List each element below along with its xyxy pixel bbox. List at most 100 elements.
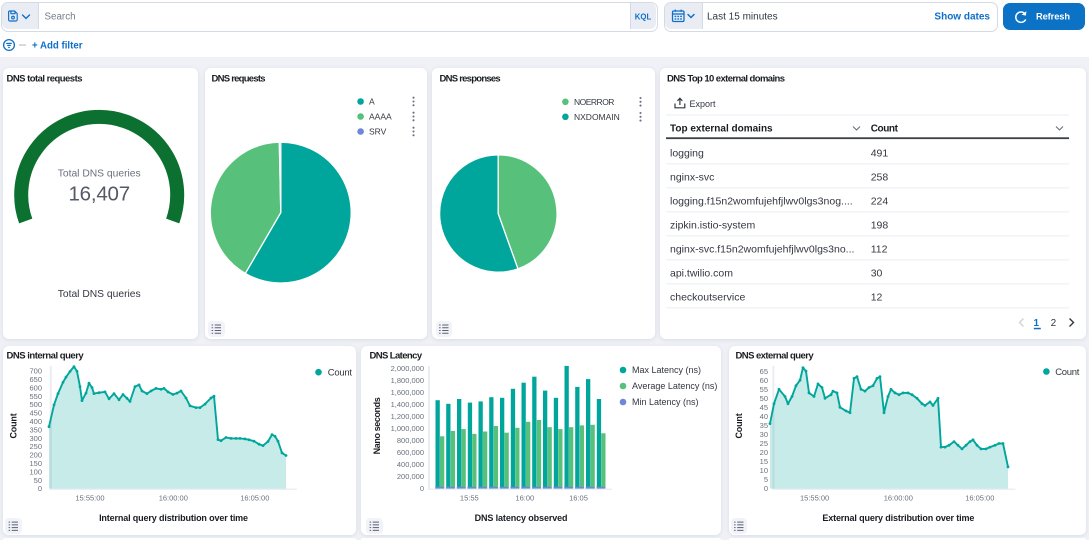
svg-text:nginx-svc: nginx-svc (670, 172, 714, 184)
svg-text:198: 198 (871, 220, 889, 232)
svg-text:300: 300 (29, 434, 42, 443)
svg-text:40: 40 (760, 412, 768, 421)
svg-text:500: 500 (29, 400, 42, 409)
svg-text:Count: Count (9, 413, 19, 438)
svg-text:16:05:00: 16:05:00 (965, 494, 994, 503)
svg-text:Total DNS queries: Total DNS queries (58, 289, 141, 300)
svg-text:15:55:00: 15:55:00 (800, 494, 829, 503)
svg-text:491: 491 (871, 148, 889, 160)
svg-text:+ Add filter: + Add filter (32, 40, 83, 51)
svg-text:10: 10 (760, 466, 768, 475)
svg-text:350: 350 (29, 425, 42, 434)
svg-text:1,200,000: 1,200,000 (391, 412, 424, 421)
svg-text:550: 550 (29, 392, 42, 401)
svg-text:Total DNS queries: Total DNS queries (58, 169, 141, 180)
svg-text:DNS requests: DNS requests (212, 74, 266, 85)
svg-text:50: 50 (760, 394, 768, 403)
svg-text:16:00: 16:00 (515, 494, 534, 503)
svg-text:DNS responses: DNS responses (440, 74, 501, 85)
svg-text:External query distribution ov: External query distribution over time (822, 513, 974, 523)
svg-text:700: 700 (29, 367, 42, 376)
svg-text:258: 258 (871, 172, 889, 184)
svg-text:30: 30 (871, 268, 883, 280)
svg-text:logging: logging (670, 148, 704, 160)
svg-text:nginx-svc.f15n2womfujehfjlwv0l: nginx-svc.f15n2womfujehfjlwv0lgs3no... (670, 244, 854, 256)
svg-text:30: 30 (760, 430, 768, 439)
svg-text:NOERROR: NOERROR (574, 97, 614, 107)
svg-text:Export: Export (690, 99, 717, 109)
svg-text:400: 400 (29, 417, 42, 426)
svg-text:Count: Count (871, 123, 899, 134)
svg-text:DNS Top 10 external domains: DNS Top 10 external domains (667, 74, 785, 85)
svg-text:1: 1 (1034, 318, 1040, 329)
svg-text:DNS internal query: DNS internal query (7, 350, 85, 361)
svg-text:A: A (369, 97, 375, 107)
svg-text:AAAA: AAAA (369, 112, 392, 122)
svg-text:15:55: 15:55 (460, 494, 479, 503)
svg-text:16:05: 16:05 (569, 494, 588, 503)
svg-text:DNS Latency: DNS Latency (370, 350, 423, 361)
svg-text:Show dates: Show dates (934, 11, 990, 22)
svg-text:KQL: KQL (635, 12, 652, 21)
svg-text:1,600,000: 1,600,000 (391, 388, 424, 397)
svg-text:15:55:00: 15:55:00 (75, 494, 104, 503)
svg-text:100: 100 (29, 467, 42, 476)
svg-text:Count: Count (734, 413, 744, 438)
svg-text:400,000: 400,000 (397, 460, 424, 469)
svg-text:55: 55 (760, 385, 768, 394)
svg-text:200,000: 200,000 (397, 472, 424, 481)
svg-text:5: 5 (764, 475, 768, 484)
svg-text:Count: Count (1055, 367, 1080, 378)
svg-text:35: 35 (760, 421, 768, 430)
svg-text:NXDOMAIN: NXDOMAIN (574, 112, 620, 122)
svg-text:25: 25 (760, 439, 768, 448)
svg-text:Max Latency (ns): Max Latency (ns) (632, 365, 701, 375)
svg-text:DNS latency observed: DNS latency observed (475, 513, 568, 523)
svg-text:112: 112 (871, 244, 888, 256)
svg-text:200: 200 (29, 451, 42, 460)
svg-text:800,000: 800,000 (397, 436, 424, 445)
svg-text:2: 2 (1051, 318, 1057, 329)
svg-text:Search: Search (45, 11, 76, 22)
svg-text:1,000,000: 1,000,000 (391, 424, 424, 433)
svg-text:0: 0 (38, 484, 42, 493)
svg-text:Internal query distribution ov: Internal query distribution over time (99, 513, 248, 523)
svg-text:16:00:00: 16:00:00 (159, 494, 188, 503)
svg-text:12: 12 (871, 292, 883, 304)
svg-text:DNS total requests: DNS total requests (7, 74, 83, 85)
svg-text:SRV: SRV (369, 127, 387, 137)
svg-text:checkoutservice: checkoutservice (670, 292, 745, 304)
svg-text:0: 0 (420, 484, 424, 493)
svg-text:api.twilio.com: api.twilio.com (670, 268, 733, 280)
svg-text:50: 50 (34, 476, 42, 485)
svg-text:Nano seconds: Nano seconds (372, 397, 382, 454)
svg-text:Average Latency (ns): Average Latency (ns) (632, 381, 717, 391)
svg-text:Last 15 minutes: Last 15 minutes (707, 11, 778, 22)
svg-text:Min Latency (ns): Min Latency (ns) (632, 397, 699, 407)
svg-text:Count: Count (328, 368, 353, 379)
svg-text:450: 450 (29, 409, 42, 418)
svg-text:20: 20 (760, 448, 768, 457)
svg-text:Refresh: Refresh (1036, 12, 1070, 22)
svg-text:16:00:00: 16:00:00 (884, 494, 913, 503)
svg-text:DNS external query: DNS external query (736, 350, 815, 361)
svg-text:16:05:00: 16:05:00 (240, 494, 269, 503)
svg-text:logging.f15n2womfujehfjlwv0lgs: logging.f15n2womfujehfjlwv0lgs3nog.... (670, 196, 853, 208)
svg-text:2,000,000: 2,000,000 (391, 364, 424, 373)
svg-text:15: 15 (760, 457, 768, 466)
svg-text:600,000: 600,000 (397, 448, 424, 457)
svg-text:650: 650 (29, 375, 42, 384)
svg-text:150: 150 (29, 459, 42, 468)
svg-text:60: 60 (760, 376, 768, 385)
svg-text:zipkin.istio-system: zipkin.istio-system (670, 220, 755, 232)
svg-text:45: 45 (760, 403, 768, 412)
svg-text:16,407: 16,407 (68, 183, 130, 206)
svg-text:1,400,000: 1,400,000 (391, 400, 424, 409)
svg-text:Top external domains: Top external domains (670, 123, 773, 134)
svg-text:65: 65 (760, 367, 768, 376)
svg-text:1,800,000: 1,800,000 (391, 376, 424, 385)
svg-text:250: 250 (29, 442, 42, 451)
svg-text:224: 224 (871, 196, 889, 208)
svg-text:600: 600 (29, 383, 42, 392)
svg-text:0: 0 (764, 484, 768, 493)
